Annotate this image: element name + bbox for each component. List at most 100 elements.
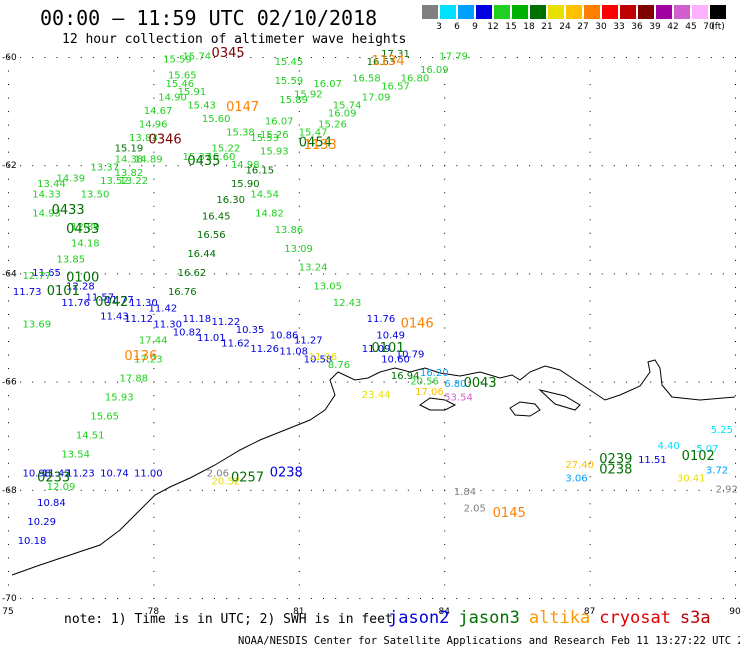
grid-dot <box>383 598 385 599</box>
grid-dot <box>141 165 143 167</box>
grid-dot <box>92 598 94 599</box>
grid-dot <box>674 381 676 383</box>
grid-dot <box>735 530 736 532</box>
grid-dot <box>577 165 579 167</box>
footer-credit: NOAA/NESDIS Center for Satellite Applica… <box>238 635 740 647</box>
grid-dot <box>298 422 300 424</box>
grid-dot <box>565 165 567 167</box>
swh-value-label: 11.12 <box>124 314 153 325</box>
grid-dot <box>444 151 446 153</box>
grid-dot <box>298 503 300 505</box>
grid-dot <box>129 57 131 58</box>
grid-dot <box>153 354 155 356</box>
grid-dot <box>565 57 567 58</box>
grid-dot <box>359 57 361 58</box>
grid-dot <box>492 489 494 491</box>
swh-value-label: 15.60 <box>207 152 236 163</box>
grid-dot <box>153 57 155 58</box>
pass-time-label: 0100 <box>66 271 99 286</box>
swh-value-label: 15.65 <box>90 411 119 422</box>
legend-label: 42 <box>667 22 679 32</box>
grid-dot <box>56 165 58 167</box>
grid-dot <box>735 232 736 234</box>
grid-dot <box>310 598 312 599</box>
swh-value-label: 15.65 <box>168 71 197 82</box>
axis-labels: 75 78 81 84 87 90 -60 -62 -64 -66 -68 -70 <box>2 53 740 617</box>
grid-dot <box>250 57 252 58</box>
grid-dot <box>298 151 300 153</box>
grid-dot <box>298 557 300 559</box>
grid-dot <box>153 489 155 491</box>
swh-value-label: 15.92 <box>294 90 323 101</box>
pass-time-label: 1133 <box>304 138 337 153</box>
antarctica-coastline <box>11 359 736 576</box>
grid-dot <box>298 543 300 545</box>
grid-dot <box>8 354 9 356</box>
swh-value-label: 10.29 <box>27 517 56 528</box>
swh-value-label: 11.96 <box>308 352 337 363</box>
grid-dot <box>153 111 155 113</box>
grid-dot <box>213 381 215 383</box>
grid-dot <box>165 273 167 275</box>
lat-tick-label: -70 <box>2 594 17 604</box>
grid-dot <box>250 165 252 167</box>
satellite-altika: altika <box>528 608 591 628</box>
grid-dot <box>735 124 736 126</box>
legend-swatch <box>620 5 636 19</box>
swh-value-label: 11.76 <box>367 314 396 325</box>
grid-dot <box>8 219 9 221</box>
swh-value-label: 16.94 <box>391 371 420 382</box>
swh-value-label: 13.69 <box>23 320 52 331</box>
grid-dot <box>189 273 191 275</box>
grid-dot <box>8 449 9 451</box>
grid-dot <box>8 422 9 424</box>
grid-dot <box>735 84 736 86</box>
swh-value-label: 15.37 <box>182 152 211 163</box>
swh-value-label: 13.37 <box>90 163 119 174</box>
grid-dot <box>298 570 300 572</box>
grid-dot <box>735 259 736 261</box>
grid-dot <box>274 381 276 383</box>
grid-dot <box>444 138 446 140</box>
grid-dot <box>8 232 9 234</box>
grid-dot <box>662 381 664 383</box>
grid-dot <box>735 395 736 397</box>
grid-dot <box>444 584 446 586</box>
grid-dot <box>444 435 446 437</box>
grid-dot <box>310 273 312 275</box>
swh-value-label: 12.43 <box>333 298 362 309</box>
grid-dot <box>444 327 446 329</box>
satellite-legend: jason2 jason3 altika cryosat s3a <box>388 608 720 628</box>
grid-dot <box>117 598 119 599</box>
swh-value-label: 16.09 <box>420 65 449 76</box>
grid-dot <box>298 111 300 113</box>
grid-dot <box>189 165 191 167</box>
grid-dot <box>529 598 531 599</box>
pass-time-label: 0147 <box>226 100 259 115</box>
legend-swatch <box>458 5 474 19</box>
swh-value-label: 13.86 <box>275 225 304 236</box>
grid-dot <box>359 165 361 167</box>
grid-dot <box>20 165 22 167</box>
grid-dot <box>44 57 46 58</box>
swh-value-label: 11.42 <box>149 303 178 314</box>
pass-time-label: 0345 <box>212 46 245 61</box>
grid-dot <box>735 570 736 572</box>
grid-dot <box>601 57 603 58</box>
grid-dot <box>298 273 300 275</box>
grid-dot <box>553 598 555 599</box>
grid-dot <box>189 489 191 491</box>
grid-dot <box>589 395 591 397</box>
grid-dot <box>456 489 458 491</box>
grid-dot <box>722 165 724 167</box>
grid-dot <box>177 598 179 599</box>
legend-label: 45 <box>685 22 697 32</box>
grid-dot <box>735 178 736 180</box>
grid-dot <box>444 354 446 356</box>
grid-dot <box>298 327 300 329</box>
pass-times: 0345014703460435045404330453010001010042… <box>37 46 715 521</box>
legend-swatch <box>584 5 600 19</box>
grid-dot <box>165 489 167 491</box>
swh-value-label: 10.49 <box>376 330 405 341</box>
grid-dot <box>722 273 724 275</box>
